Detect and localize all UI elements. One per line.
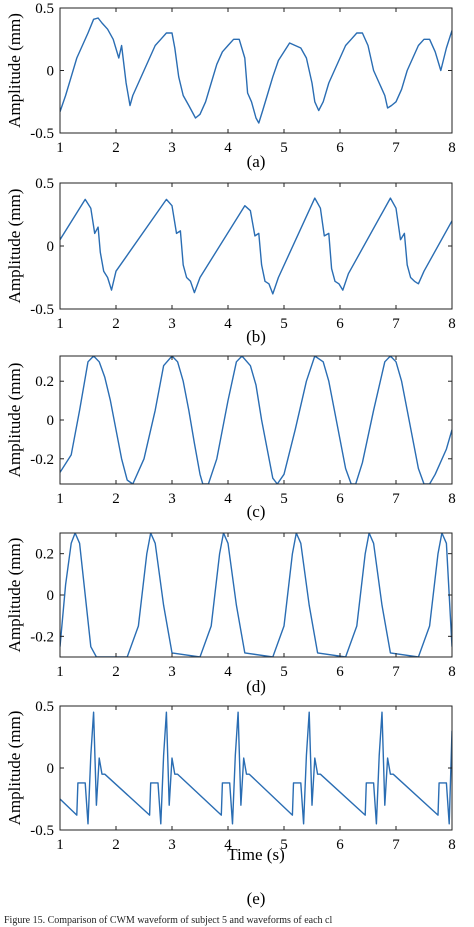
x-tick-label: 1 bbox=[56, 316, 64, 332]
x-tick-label: 1 bbox=[56, 837, 64, 853]
y-tick-label: 0 bbox=[47, 64, 55, 80]
chart-panel-2: 1 2 3 4 5 6 7 8 0.5 0 -0.5 Amplitude (mm) (b) bbox=[5, 176, 456, 346]
plot-frame bbox=[59, 7, 453, 134]
x-tick-label: 1 bbox=[56, 491, 64, 507]
y-tick-label: -0.2 bbox=[30, 629, 54, 645]
y-tick-label: 0 bbox=[47, 588, 55, 604]
panel-label: (e) bbox=[247, 889, 266, 908]
x-tick-label: 2 bbox=[112, 837, 120, 853]
panel-label: (d) bbox=[246, 677, 266, 696]
x-tick-label: 7 bbox=[392, 664, 400, 680]
series-line bbox=[60, 711, 452, 825]
y-tick-label: 0.5 bbox=[35, 1, 54, 17]
x-tick-label: 3 bbox=[168, 664, 176, 680]
chart-panel-3: 1 2 3 4 5 6 7 8 0.2 0 -0.2 Amplitude (mm) (c) bbox=[5, 355, 456, 521]
x-tick-label: 6 bbox=[336, 140, 344, 156]
y-tick-label: 0.2 bbox=[35, 374, 54, 390]
x-tick-label: 3 bbox=[168, 491, 176, 507]
x-axis-label: Time (s) bbox=[227, 845, 284, 864]
x-tick-label: 2 bbox=[112, 664, 120, 680]
y-tick-label: 0 bbox=[47, 413, 55, 429]
x-tick-label: 5 bbox=[280, 837, 288, 853]
y-tick-label: -0.5 bbox=[30, 126, 54, 142]
x-tick-label: 6 bbox=[336, 664, 344, 680]
x-tick-label: 3 bbox=[168, 140, 176, 156]
figure-caption: Figure 15. Comparison of CWM waveform of… bbox=[4, 915, 332, 926]
x-tick-label: 8 bbox=[448, 664, 456, 680]
x-tick-label: 5 bbox=[280, 140, 288, 156]
x-tick-label: 6 bbox=[336, 837, 344, 853]
x-tick-label: 8 bbox=[448, 491, 456, 507]
y-axis-label: Amplitude (mm) bbox=[5, 189, 24, 304]
x-tick-label: 1 bbox=[56, 664, 64, 680]
x-tick-label: 5 bbox=[280, 491, 288, 507]
chart-panel-4: 1 2 3 4 5 6 7 8 0.2 0 -0.2 Amplitude (mm) (d) bbox=[5, 532, 456, 696]
x-tick-label: 5 bbox=[280, 316, 288, 332]
y-tick-label: 0 bbox=[47, 239, 55, 255]
x-tick-label: 2 bbox=[112, 491, 120, 507]
series-line bbox=[60, 17, 452, 124]
x-tick-label: 1 bbox=[56, 140, 64, 156]
x-tick-label: 8 bbox=[448, 140, 456, 156]
x-tick-label: 4 bbox=[224, 664, 232, 680]
x-tick-label: 7 bbox=[392, 316, 400, 332]
x-tick-label: 7 bbox=[392, 140, 400, 156]
x-tick-label: 8 bbox=[448, 316, 456, 332]
plot-frame bbox=[59, 355, 453, 485]
x-tick-label: 2 bbox=[112, 316, 120, 332]
y-tick-label: -0.5 bbox=[30, 823, 54, 839]
x-tick-label: 4 bbox=[224, 140, 232, 156]
y-tick-label: 0.2 bbox=[35, 547, 54, 563]
y-tick-label: 0 bbox=[47, 761, 55, 777]
x-tick-label: 7 bbox=[392, 837, 400, 853]
x-tick-label: 6 bbox=[336, 316, 344, 332]
series-line bbox=[60, 533, 452, 657]
y-axis-label: Amplitude (mm) bbox=[5, 363, 24, 478]
chart-panel-1: 1 2 3 4 5 6 7 8 0.5 0 -0.5 Amplitude (mm) (a) bbox=[5, 1, 456, 171]
panel-label: (a) bbox=[247, 152, 266, 171]
y-tick-label: -0.5 bbox=[30, 302, 54, 318]
y-tick-label: -0.2 bbox=[30, 452, 54, 468]
x-tick-label: 7 bbox=[392, 491, 400, 507]
x-tick-label: 2 bbox=[112, 140, 120, 156]
x-tick-label: 6 bbox=[336, 491, 344, 507]
y-axis-label: Amplitude (mm) bbox=[5, 13, 24, 128]
y-axis-label: Amplitude (mm) bbox=[5, 711, 24, 826]
x-tick-label: 4 bbox=[224, 837, 232, 853]
y-tick-label: 0.5 bbox=[35, 176, 54, 192]
series-line bbox=[60, 197, 452, 295]
plot-frame bbox=[59, 705, 453, 831]
plot-frame bbox=[59, 532, 453, 658]
y-tick-label: 0.5 bbox=[35, 699, 54, 715]
x-tick-label: 8 bbox=[448, 837, 456, 853]
x-tick-label: 5 bbox=[280, 664, 288, 680]
panel-label: (b) bbox=[246, 327, 266, 346]
y-axis-label: Amplitude (mm) bbox=[5, 538, 24, 653]
x-tick-label: 3 bbox=[168, 837, 176, 853]
panel-label: (c) bbox=[247, 502, 266, 521]
x-tick-label: 4 bbox=[224, 491, 232, 507]
series-line bbox=[60, 356, 452, 484]
chart-panel-5: 1 2 3 4 5 6 7 8 0.5 0 -0.5 Amplitude (mm) Time (s) (e… bbox=[5, 699, 456, 908]
x-tick-label: 3 bbox=[168, 316, 176, 332]
x-tick-label: 4 bbox=[224, 316, 232, 332]
